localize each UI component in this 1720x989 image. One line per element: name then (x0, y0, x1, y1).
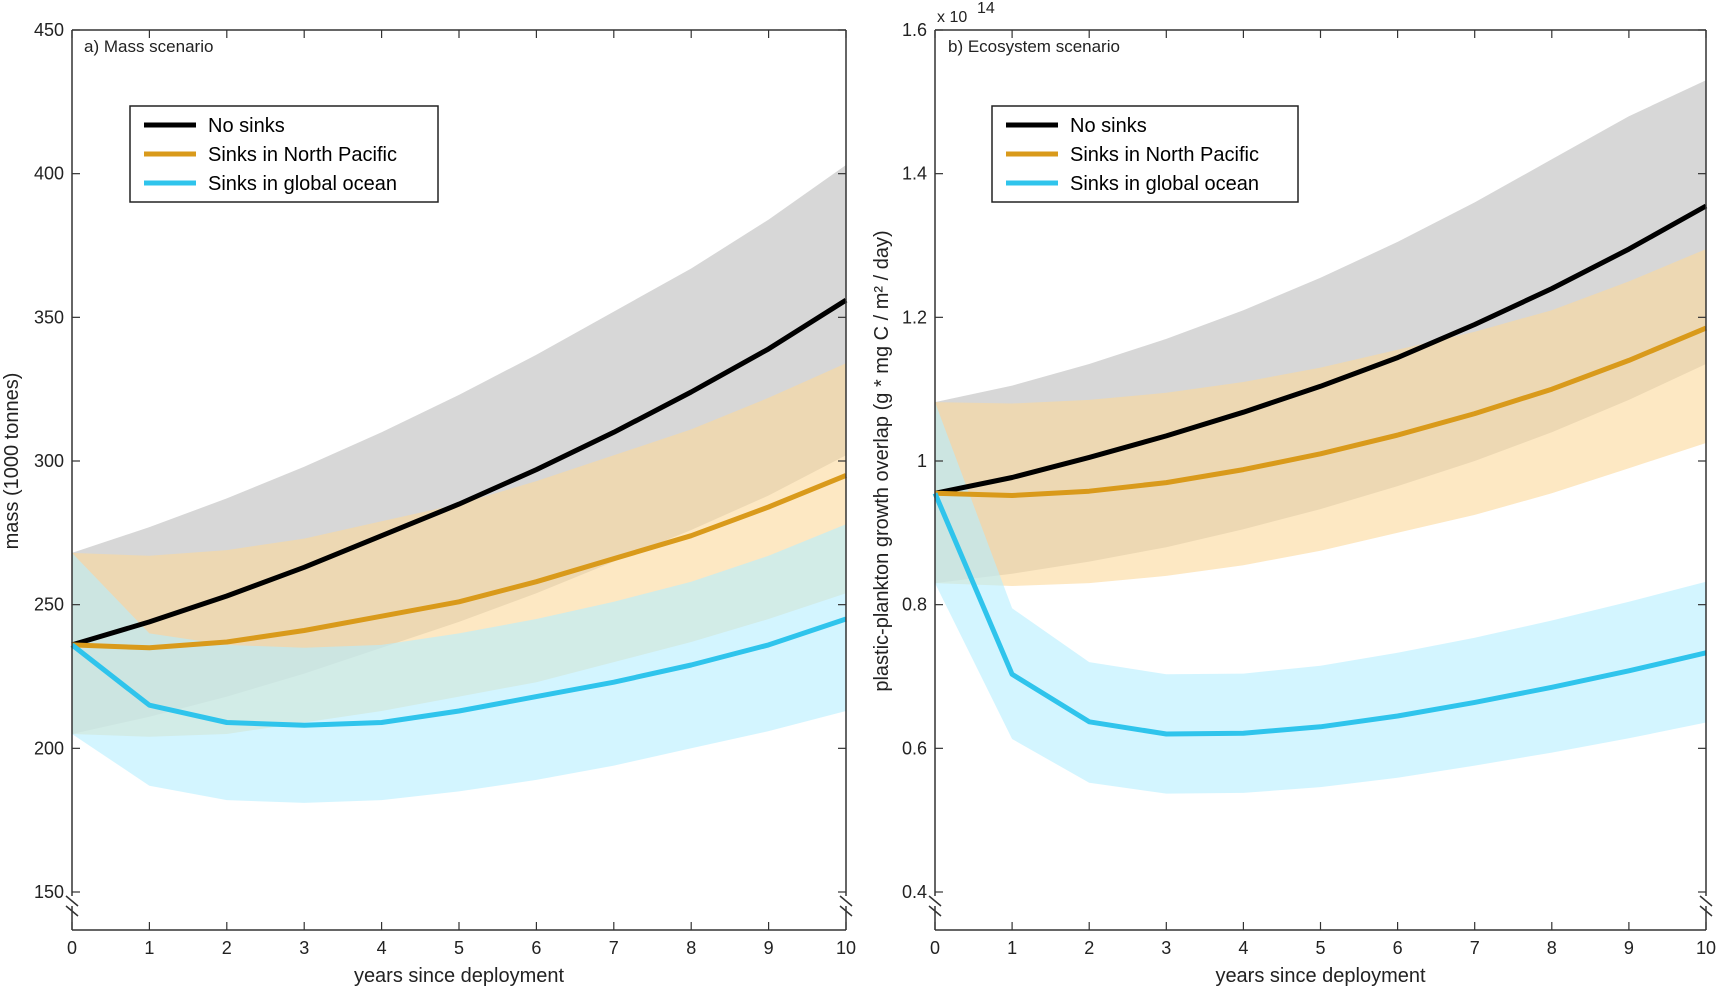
x-tick-label: 2 (222, 938, 232, 958)
y-tick-label: 1.6 (902, 20, 927, 40)
line-sinks-in-north-pacific (71, 473, 847, 651)
y-tick-label: 350 (34, 307, 64, 327)
x-axis-title: years since deployment (354, 965, 565, 987)
y-multiplier: x 10 (937, 9, 967, 26)
y-axis-title: plastic-plankton growth overlap (g * mg … (871, 230, 893, 691)
legend-label-no-sinks: No sinks (1070, 115, 1147, 137)
x-tick-label: 1 (144, 938, 154, 958)
x-tick-label: 2 (1084, 938, 1094, 958)
y-tick-label: 300 (34, 451, 64, 471)
line-no-sinks (934, 203, 1708, 496)
x-tick-label: 8 (1547, 938, 1557, 958)
x-tick-label: 3 (299, 938, 309, 958)
y-tick-label: 150 (34, 882, 64, 902)
x-tick-label: 1 (1007, 938, 1017, 958)
band-sinks-in-north-pacific (935, 249, 1706, 586)
x-tick-label: 0 (67, 938, 77, 958)
x-tick-label: 7 (1470, 938, 1480, 958)
line-sinks-in-north-pacific (934, 325, 1707, 498)
panel-ecosystem-scenario: 0.4 0.6 0.8 1 1.2 1.4 1.6 0 1 2 3 4 5 6 7 8 9 10 years sin… (871, 0, 1716, 987)
x-tick-label: 0 (930, 938, 940, 958)
y-tick-label: 1.4 (902, 164, 927, 184)
y-tick-label: 0.4 (902, 882, 927, 902)
y-tick-label: 1 (917, 451, 927, 471)
x-tick-label: 3 (1161, 938, 1171, 958)
x-tick-label: 7 (609, 938, 619, 958)
line-sinks-in-global-ocean (70, 616, 847, 728)
legend-box (991, 105, 1299, 203)
x-tick-label: 4 (1238, 938, 1248, 958)
y-tick-label: 450 (34, 20, 64, 40)
y-tick-label: 0.6 (902, 738, 927, 758)
x-tick-label: 6 (1393, 938, 1403, 958)
y-exponent: 14 (977, 0, 995, 17)
x-tick-label: 10 (836, 938, 856, 958)
y-axis-title: mass (1000 tonnes) (1, 373, 23, 550)
line-sinks-in-global-ocean (932, 492, 1707, 737)
x-tick-label: 4 (377, 938, 387, 958)
y-tick-label: 0.8 (902, 595, 927, 615)
x-axis-title: years since deployment (1215, 965, 1426, 987)
legend-label-sinks-in-global-ocean: Sinks in global ocean (208, 173, 397, 195)
y-tick-label: 250 (34, 595, 64, 615)
y-tick-label: 200 (34, 738, 64, 758)
legend-label-sinks-in-north-pacific: Sinks in North Pacific (1070, 144, 1259, 166)
x-tick-label: 10 (1696, 938, 1716, 958)
line-no-sinks (71, 297, 848, 648)
x-tick-label: 6 (531, 938, 541, 958)
band-sinks-in-global-ocean (72, 524, 846, 803)
panel-title: a) Mass scenario (84, 37, 213, 56)
x-tick-label: 9 (1624, 938, 1634, 958)
legend-label-no-sinks: No sinks (208, 115, 285, 137)
panel-title: b) Ecosystem scenario (948, 37, 1120, 56)
legend-label-sinks-in-global-ocean: Sinks in global ocean (1070, 173, 1259, 195)
x-tick-label: 9 (764, 938, 774, 958)
legend-label-sinks-in-north-pacific: Sinks in North Pacific (208, 144, 397, 166)
panel-mass-scenario: 150 200 250 300 350 400 450 0 1 2 3 4 5 6 7 8 9 10 years s… (1, 20, 856, 987)
y-tick-label: 1.2 (902, 307, 927, 327)
x-tick-label: 5 (454, 938, 464, 958)
x-tick-label: 5 (1315, 938, 1325, 958)
y-tick-label: 400 (34, 164, 64, 184)
x-tick-label: 8 (686, 938, 696, 958)
